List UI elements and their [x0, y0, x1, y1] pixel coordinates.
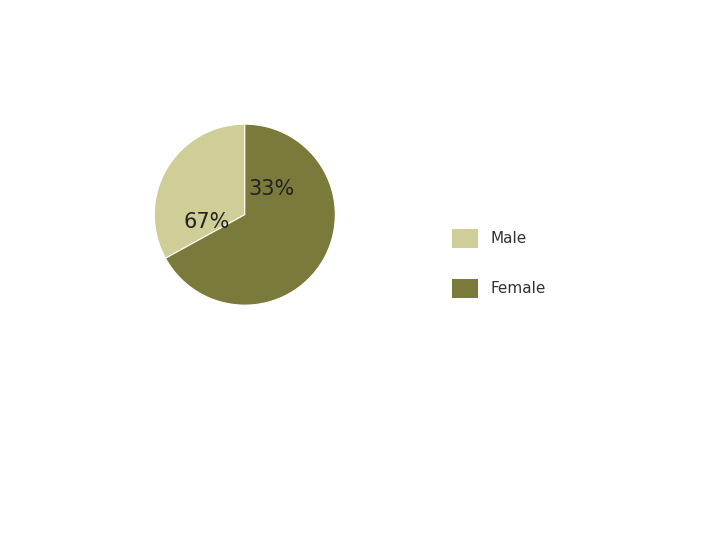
Text: 33%: 33%: [249, 179, 295, 199]
Text: Females continue to comprise over half of community college enrollment. Since 19: Females continue to comprise over half o…: [16, 363, 615, 398]
Wedge shape: [166, 124, 336, 305]
Text: 6: 6: [25, 20, 58, 65]
Text: 67%: 67%: [184, 212, 230, 232]
Text: Male: Male: [490, 231, 527, 246]
Bar: [451, 279, 477, 298]
Text: Gender: Gender: [105, 25, 253, 59]
Wedge shape: [154, 124, 245, 258]
Bar: [451, 229, 477, 248]
Text: Female: Female: [490, 281, 546, 296]
